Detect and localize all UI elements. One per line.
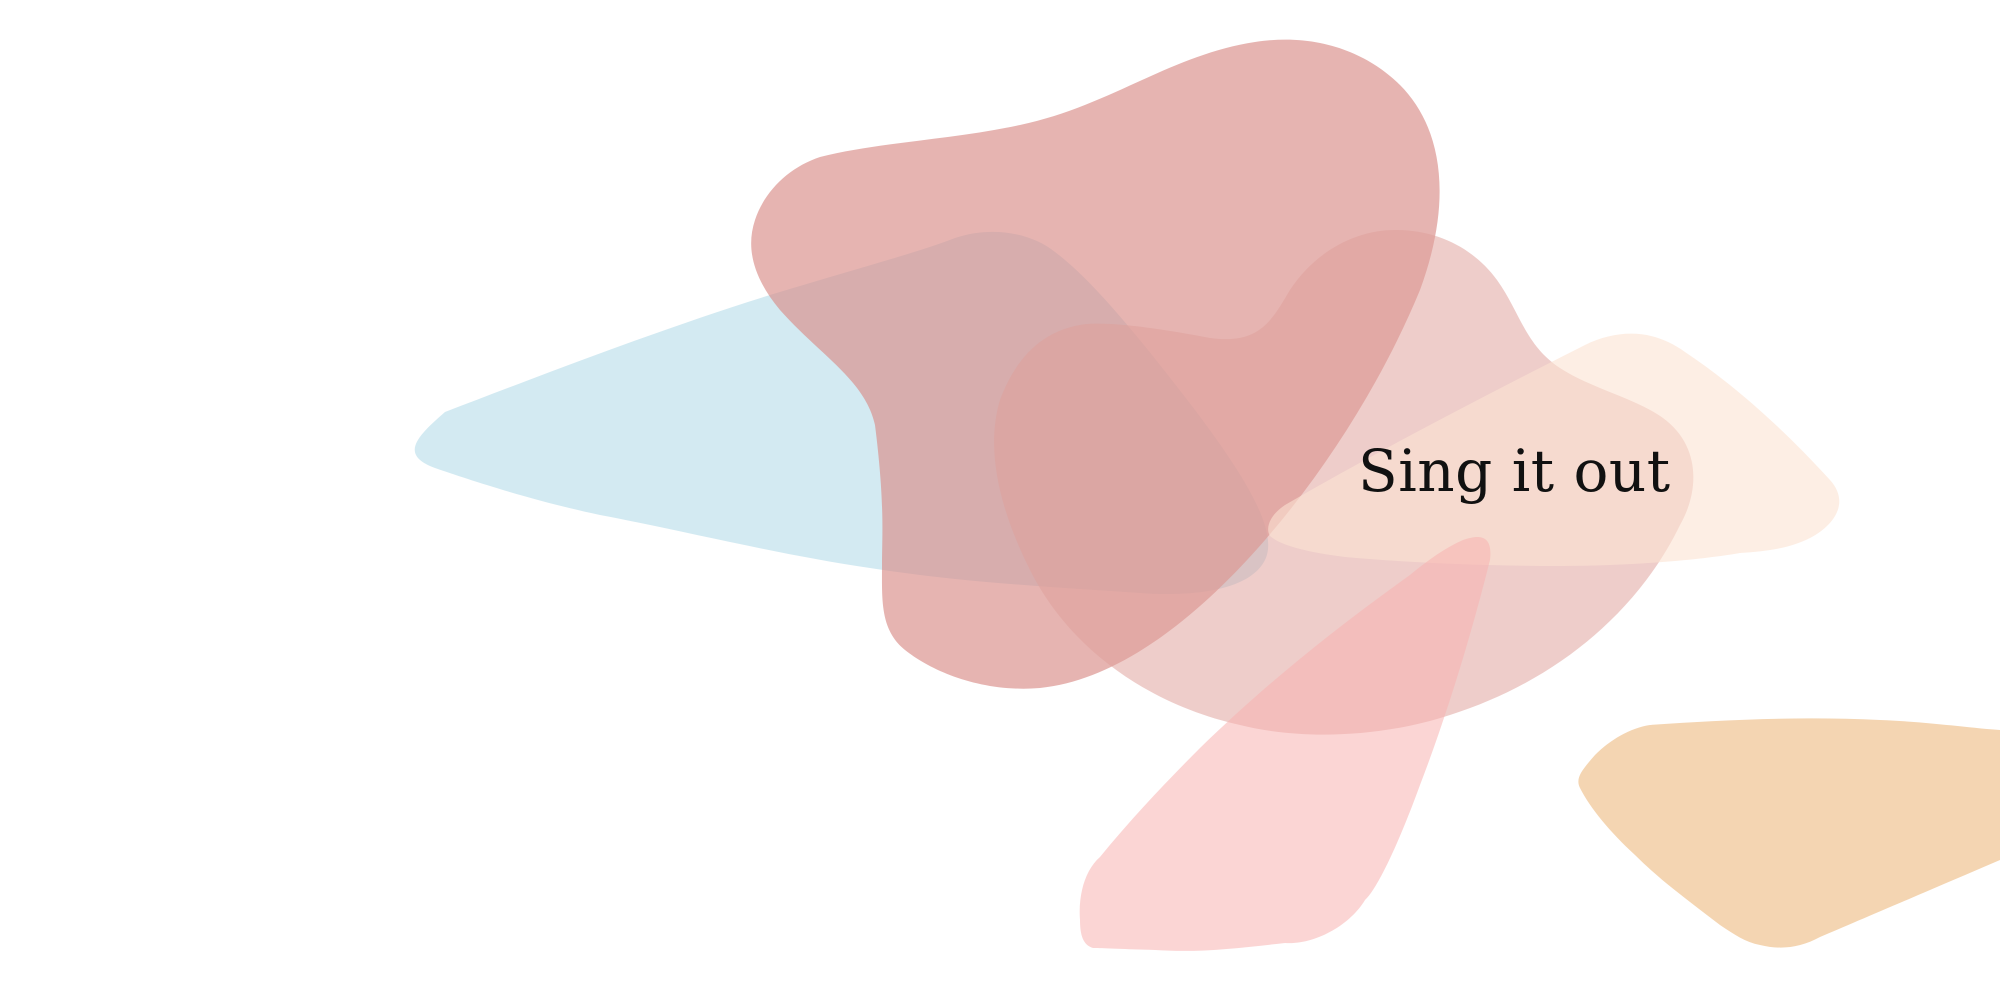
cream-blob — [1268, 333, 1840, 566]
pink-blob — [1079, 536, 1491, 951]
sand-blob — [1578, 718, 2000, 948]
headline-text: Sing it out — [1358, 437, 1671, 505]
